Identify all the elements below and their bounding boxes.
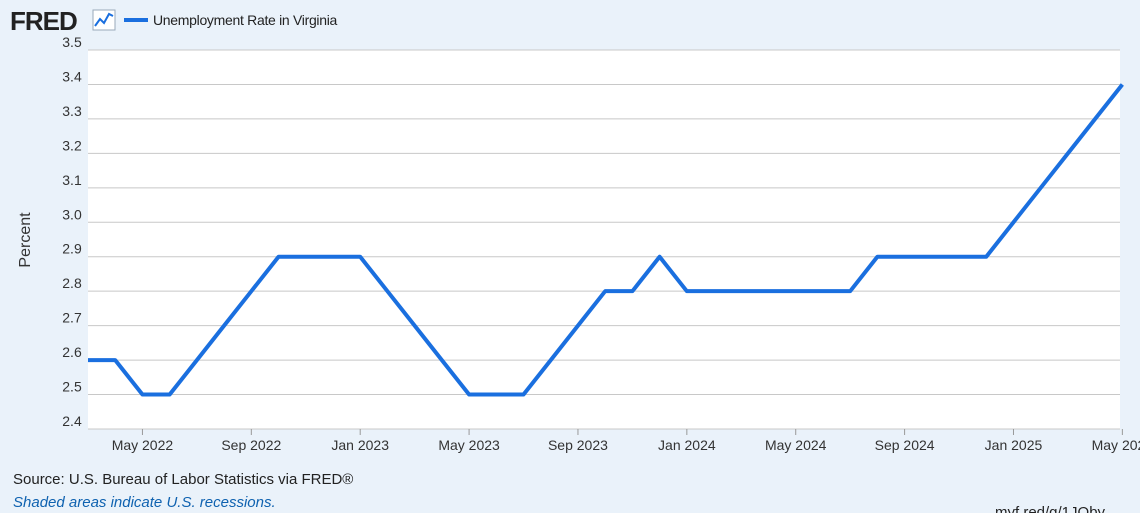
y-tick-label: 3.5 bbox=[62, 34, 82, 50]
series-line bbox=[88, 83, 1124, 397]
x-tick-label: May 2024 bbox=[765, 437, 827, 453]
x-tick-label: Sep 2022 bbox=[221, 437, 281, 453]
x-tick-label: May 2022 bbox=[112, 437, 174, 453]
source: Source: U.S. Bureau of Labor Statistics … bbox=[13, 471, 353, 488]
url[interactable]: myf.red/g/1JQby bbox=[995, 504, 1106, 513]
y-tick-label: 3.3 bbox=[62, 103, 82, 119]
y-tick-label: 3.1 bbox=[62, 172, 82, 188]
y-tick-label: 2.9 bbox=[62, 241, 82, 257]
y-axis-label: Percent bbox=[17, 212, 34, 268]
y-tick-label: 2.5 bbox=[62, 379, 82, 395]
y-tick-label: 2.4 bbox=[62, 413, 82, 429]
legend-label: Unemployment Rate in Virginia bbox=[153, 12, 338, 28]
y-tick-label: 3.2 bbox=[62, 137, 82, 153]
logo-icon bbox=[92, 9, 116, 31]
y-tick-label: 3.0 bbox=[62, 206, 82, 222]
logo: FRED bbox=[10, 6, 77, 36]
x-tick-label: Sep 2024 bbox=[875, 437, 935, 453]
plot-area bbox=[88, 50, 1120, 429]
y-tick-label: 2.8 bbox=[62, 275, 82, 291]
x-tick-label: Jan 2024 bbox=[658, 437, 716, 453]
x-tick-label: May 2025 bbox=[1092, 437, 1140, 453]
note[interactable]: Shaded areas indicate U.S. recessions. bbox=[13, 494, 276, 511]
x-tick-label: May 2023 bbox=[438, 437, 500, 453]
x-tick-label: Jan 2023 bbox=[331, 437, 389, 453]
y-tick-label: 2.6 bbox=[62, 344, 82, 360]
x-tick-label: Sep 2023 bbox=[548, 437, 608, 453]
x-tick-label: Jan 2025 bbox=[985, 437, 1043, 453]
y-tick-label: 3.4 bbox=[62, 68, 82, 84]
y-tick-label: 2.7 bbox=[62, 310, 82, 326]
